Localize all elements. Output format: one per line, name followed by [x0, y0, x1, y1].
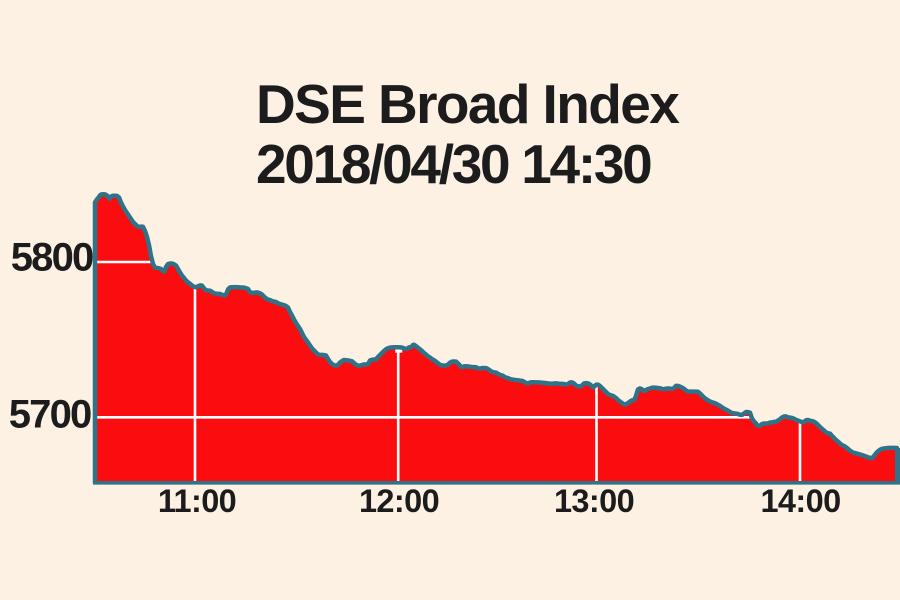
svg-text:14:00: 14:00	[760, 483, 840, 519]
svg-text:11:00: 11:00	[158, 483, 236, 519]
svg-text:5800: 5800	[11, 236, 93, 280]
svg-text:12:00: 12:00	[359, 483, 439, 519]
svg-text:5700: 5700	[9, 393, 91, 437]
svg-text:13:00: 13:00	[554, 483, 634, 519]
